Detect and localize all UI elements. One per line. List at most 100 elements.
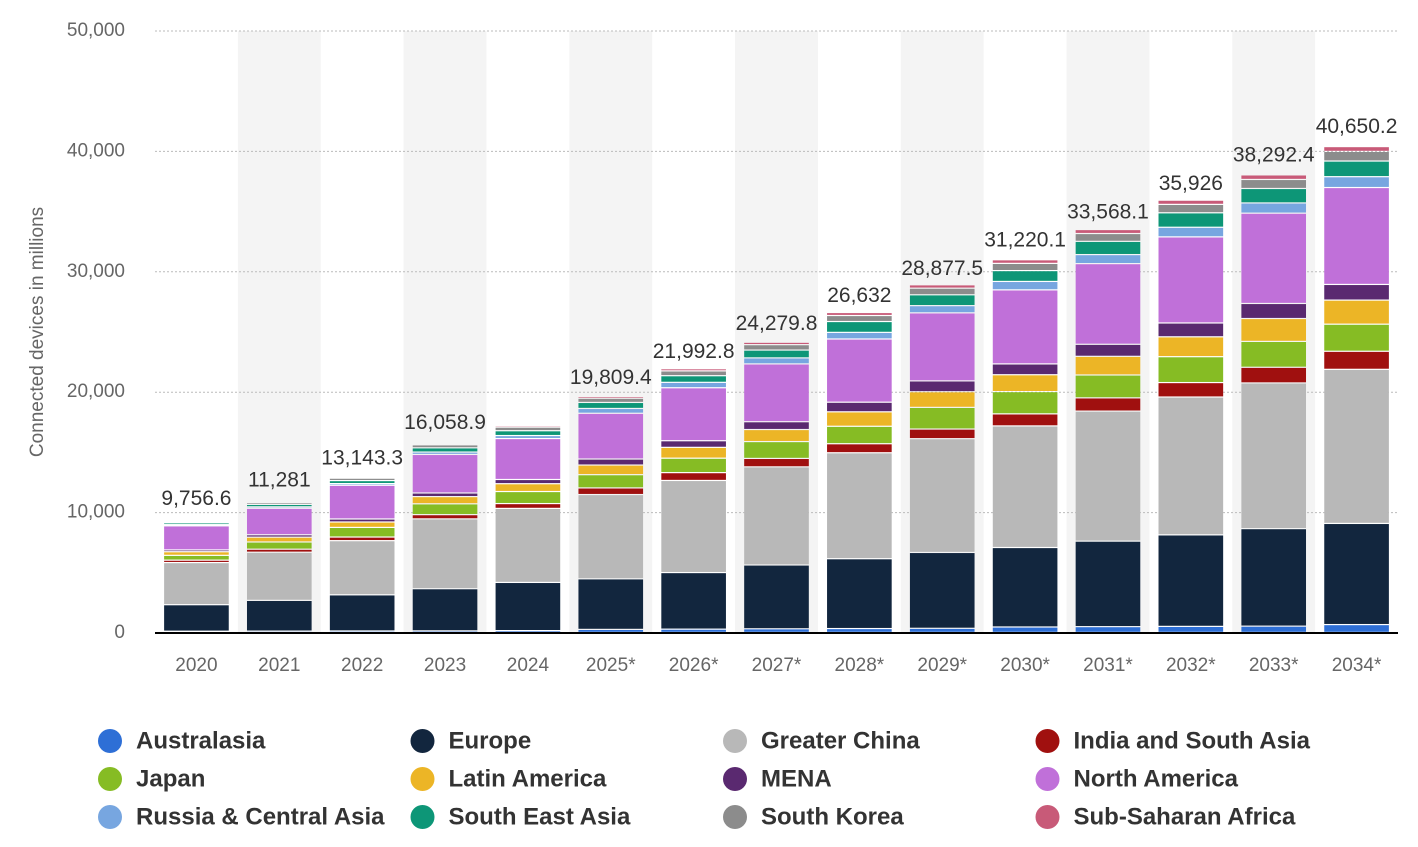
bar-segment (496, 504, 561, 508)
bar-segment (661, 630, 726, 632)
legend-marker (723, 805, 747, 829)
bar-segment (1159, 357, 1224, 382)
y-tick-label: 10,000 (67, 502, 125, 523)
y-tick-label: 50,000 (67, 20, 125, 41)
total-label: 35,926 (1159, 172, 1223, 195)
bar-segment (1241, 319, 1306, 341)
total-label: 9,756.6 (161, 487, 231, 510)
bar-segment (993, 264, 1058, 270)
bar-segment (744, 422, 809, 429)
bar-segment (330, 528, 395, 536)
bar-segment (247, 503, 312, 504)
legend-label: Latin America (449, 765, 607, 792)
legend-marker (98, 805, 122, 829)
bar-segment (247, 535, 312, 536)
bar-segment (413, 453, 478, 454)
bar-segment (1324, 625, 1389, 632)
bar-segment (910, 313, 975, 380)
x-tick-label: 2031* (1083, 655, 1133, 676)
bar-segment (827, 444, 892, 452)
bar-segment (413, 589, 478, 630)
bar-segment (827, 559, 892, 628)
bar-segment (578, 475, 643, 487)
bar-segment (1159, 337, 1224, 356)
bar-segment (744, 459, 809, 466)
legend-label: Australasia (136, 727, 266, 754)
bar-segment (1076, 357, 1141, 374)
legend-label: South Korea (761, 803, 904, 830)
bar-segment (744, 358, 809, 363)
bar-segment (330, 538, 395, 540)
bar-segment (993, 427, 1058, 547)
bar-segment (661, 481, 726, 572)
legend-marker (411, 729, 435, 753)
bar-segment (910, 629, 975, 632)
bar-segment (1159, 213, 1224, 226)
y-tick-label: 40,000 (67, 140, 125, 161)
bar-segment (910, 430, 975, 438)
bar-segment (578, 399, 643, 402)
bar-segment (1076, 234, 1141, 241)
bar-segment (247, 543, 312, 549)
bar-segment (1241, 627, 1306, 632)
bar-segment (827, 412, 892, 425)
bar-segment (1159, 627, 1224, 632)
x-tick-label: 2030* (1000, 655, 1050, 676)
bar-segment (1159, 535, 1224, 625)
bar-segment (1076, 542, 1141, 626)
bar-segment (827, 313, 892, 315)
bar-segment (578, 466, 643, 474)
bar-segment (1241, 175, 1306, 178)
total-label: 21,992.8 (653, 340, 735, 363)
bar-segment (164, 556, 229, 560)
bar-segment (413, 519, 478, 588)
bar-segment (744, 430, 809, 441)
bar-segment (1159, 201, 1224, 204)
legend-marker (98, 767, 122, 791)
bar-segment (661, 371, 726, 375)
bar-segment (413, 448, 478, 451)
bar-segment (661, 448, 726, 458)
legend-label: Greater China (761, 727, 920, 754)
bar-segment (413, 497, 478, 503)
bar-segment (1241, 368, 1306, 382)
bar-segment (827, 427, 892, 443)
bar-segment (910, 408, 975, 428)
bar-segment (661, 573, 726, 628)
bar-segment (413, 445, 478, 447)
x-tick-label: 2027* (752, 655, 802, 676)
total-label: 13,143.3 (321, 446, 403, 469)
total-label: 31,220.1 (984, 229, 1066, 252)
bar-segment (247, 553, 312, 600)
bar-segment (1324, 301, 1389, 324)
bar-segment (1324, 524, 1389, 624)
bar-segment (330, 479, 395, 480)
bar-segment (1159, 324, 1224, 337)
legend-marker (411, 767, 435, 791)
bar-segment (1076, 264, 1141, 343)
bar-segment (330, 523, 395, 527)
bar-segment (1076, 412, 1141, 541)
bar-segment (578, 630, 643, 632)
bar-segment (164, 526, 229, 549)
legend-marker (98, 729, 122, 753)
legend-marker (723, 729, 747, 753)
bar-segment (744, 365, 809, 422)
total-label: 16,058.9 (404, 411, 486, 434)
bar-segment (827, 629, 892, 632)
bar-segment (413, 515, 478, 518)
x-tick-label: 2020 (175, 655, 217, 676)
bar-segment (993, 628, 1058, 632)
bar-segment (744, 566, 809, 629)
bar-segment (1324, 188, 1389, 284)
legend-label: Sub-Saharan Africa (1074, 803, 1296, 830)
bar-segment (910, 392, 975, 406)
bar-segment (164, 552, 229, 554)
bar-segment (330, 481, 395, 483)
legend-label: Russia & Central Asia (136, 803, 385, 830)
bar-segment (1324, 370, 1389, 523)
bar-segment (1076, 242, 1141, 254)
bar-segment (496, 492, 561, 503)
bar-segment (496, 484, 561, 491)
bar-segment (993, 365, 1058, 375)
